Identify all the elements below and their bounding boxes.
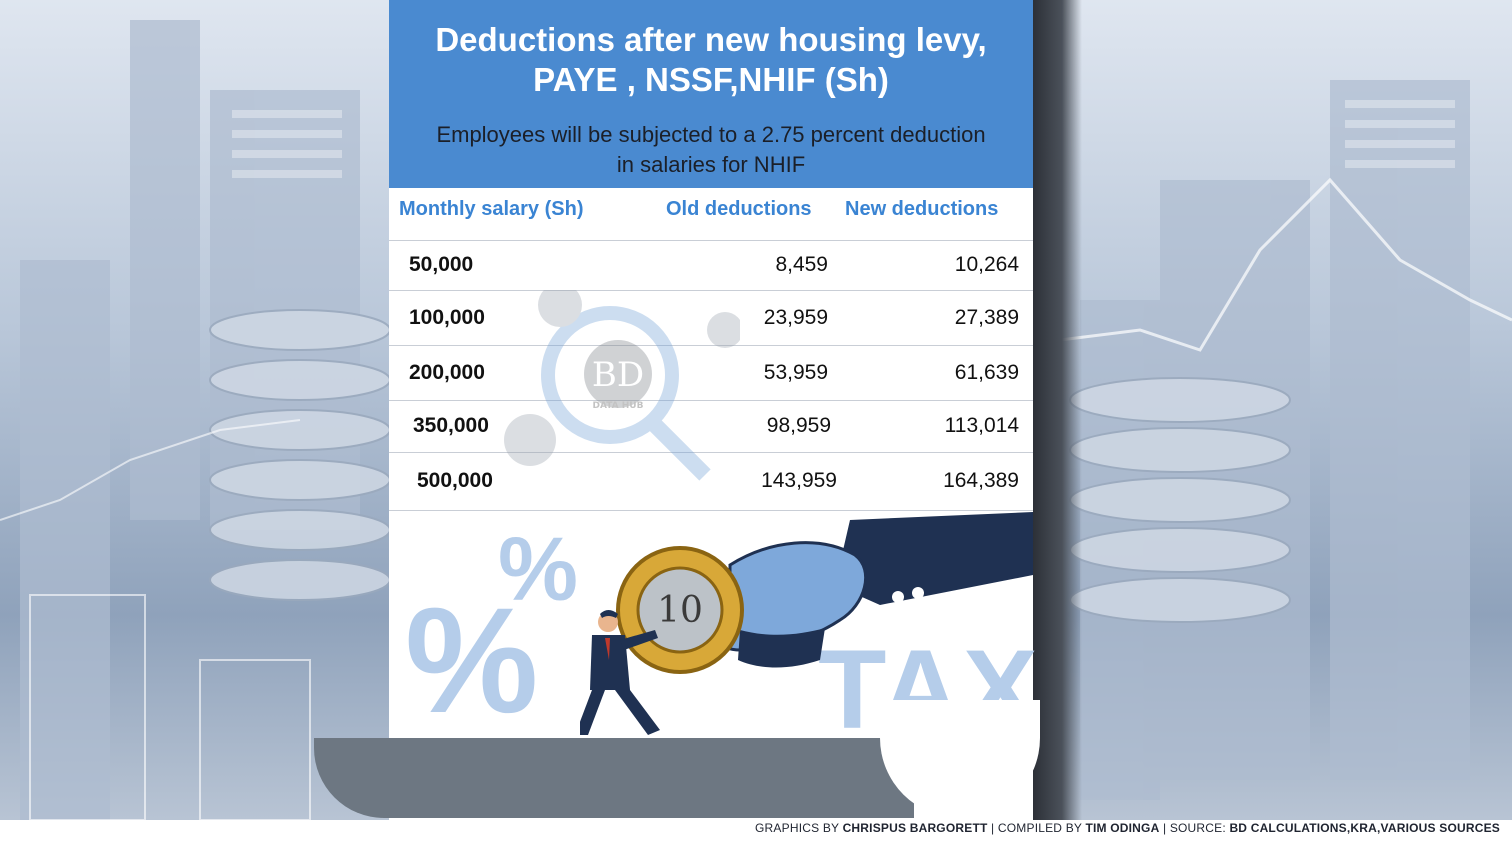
source-prefix: | SOURCE:	[1159, 821, 1230, 835]
footer-strip	[0, 820, 1512, 844]
chart-subtitle: Employees will be subjected to a 2.75 pe…	[436, 122, 986, 177]
salary-cell: 350,000	[413, 414, 489, 437]
credits-line: GRAPHICS BY CHRISPUS BARGORETT | COMPILE…	[755, 821, 1500, 835]
salary-cell: 500,000	[417, 469, 493, 492]
graphics-prefix: GRAPHICS BY	[755, 821, 843, 835]
table-row: 100,000 23,959 27,389	[389, 290, 1033, 346]
hand-coin-illustration: 10	[580, 512, 1033, 735]
table-bottom-rule	[389, 510, 1033, 511]
suit-sleeve	[835, 512, 1033, 605]
salary-cell: 100,000	[409, 306, 485, 329]
old-deduction-cell: 23,959	[763, 306, 828, 329]
graphics-by: CHRISPUS BARGORETT	[842, 821, 988, 835]
scroll-base-shadow	[314, 738, 914, 818]
percent-symbol-small: %	[498, 520, 579, 620]
percent-symbol-large: %	[405, 576, 539, 744]
title-panel: Deductions after new housing levy, PAYE …	[389, 0, 1033, 188]
salary-cell: 50,000	[409, 253, 474, 276]
watermark-text: BD	[592, 355, 644, 395]
new-deduction-cell: 27,389	[954, 306, 1019, 329]
old-deduction-cell: 98,959	[766, 414, 831, 437]
new-deduction-cell: 10,264	[954, 253, 1019, 276]
table-row: 50,000 8,459 10,264	[389, 240, 1033, 291]
new-deduction-cell: 113,014	[944, 414, 1019, 437]
table-row: 500,000 143,959 164,389	[389, 452, 1033, 511]
new-deduction-cell: 61,639	[954, 361, 1019, 384]
card-shadow	[1032, 0, 1082, 820]
bd-data-hub-watermark: BD DATA HUB	[504, 290, 740, 481]
chart-title: Deductions after new housing levy, PAYE …	[435, 21, 987, 98]
old-deduction-cell: 143,959	[761, 469, 837, 492]
infographic-card: Deductions after new housing levy, PAYE …	[389, 0, 1033, 820]
column-header-salary: Monthly salary (Sh)	[399, 198, 584, 220]
coin-value: 10	[657, 590, 703, 631]
city-coins-background	[0, 20, 1512, 820]
table-row: 350,000 98,959 113,014	[389, 400, 1033, 453]
column-header-new: New deductions	[845, 198, 999, 220]
compiled-prefix: | COMPILED BY	[987, 821, 1086, 835]
watermark-subtext: DATA HUB	[593, 401, 644, 411]
old-deduction-cell: 8,459	[775, 253, 828, 276]
compiled-by: TIM ODINGA	[1085, 821, 1160, 835]
source-text: BD CALCULATIONS,KRA,VARIOUS SOURCES	[1229, 821, 1500, 835]
table-row: 200,000 53,959 61,639	[389, 345, 1033, 401]
businessman-figure	[580, 610, 660, 735]
column-header-old: Old deductions	[666, 198, 812, 220]
old-deduction-cell: 53,959	[763, 361, 828, 384]
salary-cell: 200,000	[409, 361, 485, 384]
new-deduction-cell: 164,389	[943, 469, 1019, 492]
